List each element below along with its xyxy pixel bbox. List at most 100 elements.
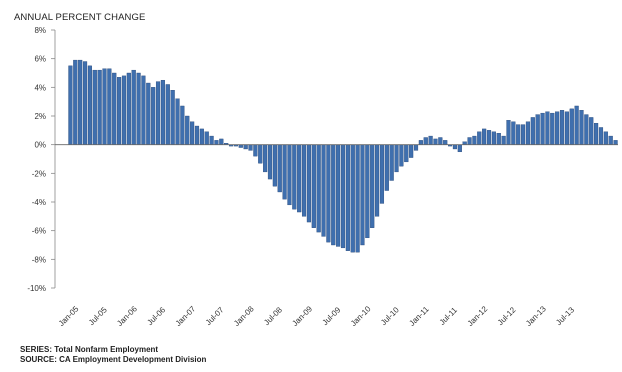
x-tick-label: Jul-05 [87, 305, 109, 327]
x-tick-label: Jan-10 [349, 304, 373, 328]
bar [574, 105, 579, 145]
bar [345, 144, 350, 251]
x-tick-label: Jul-10 [379, 305, 401, 327]
x-tick-label: Jan-12 [466, 304, 490, 328]
bar [569, 108, 574, 145]
x-tick-label: Jan-08 [232, 304, 256, 328]
bar [316, 144, 321, 233]
x-axis-ticks: Jan-05 Jul-05 Jan-06 Jul-06 Jan-07 Jul-07 Jan-… [57, 304, 577, 328]
bar [360, 144, 365, 246]
bar [117, 77, 122, 145]
x-tick-label: Jan-06 [115, 304, 139, 328]
bar [326, 144, 331, 243]
bar [321, 144, 326, 237]
bar [579, 110, 584, 145]
y-tick-label: -4% [32, 198, 46, 207]
bar [550, 112, 555, 145]
bar [467, 137, 472, 145]
y-tick-label: -2% [32, 169, 46, 178]
bar [525, 121, 531, 145]
y-tick-label: -6% [32, 227, 46, 236]
bar [155, 81, 161, 145]
bar [516, 124, 521, 145]
bar [141, 75, 146, 145]
bar [209, 135, 214, 145]
bar [559, 110, 565, 145]
bar [311, 144, 316, 228]
bar [126, 72, 131, 145]
bar [190, 121, 195, 145]
bar [613, 140, 618, 145]
bar [68, 65, 73, 145]
bar [584, 114, 589, 145]
bar [603, 131, 608, 145]
bar [306, 144, 312, 223]
y-tick-label: 4% [34, 83, 46, 92]
bar [301, 144, 307, 217]
x-tick-label: Jul-08 [262, 305, 284, 327]
bar [146, 82, 151, 145]
bar [394, 144, 399, 173]
x-tick-label: Jan-05 [57, 304, 81, 328]
bar [121, 75, 127, 145]
x-tick-label: Jul-07 [204, 305, 226, 327]
bar [253, 144, 258, 157]
bar [248, 144, 253, 151]
bar [374, 144, 380, 217]
bar [238, 144, 243, 148]
bar [355, 144, 360, 253]
bar [433, 138, 438, 145]
y-tick-label: -8% [32, 255, 46, 264]
bar [151, 87, 156, 145]
x-tick-label: Jan-11 [407, 304, 431, 328]
bar [457, 144, 462, 153]
x-tick-label: Jan-13 [524, 304, 548, 328]
bar [263, 144, 268, 173]
bar [107, 68, 112, 145]
bar [292, 144, 297, 210]
bar [477, 131, 482, 145]
bar [73, 59, 78, 145]
bar [82, 61, 88, 145]
bar [175, 98, 180, 145]
bar [521, 124, 526, 145]
bar [491, 131, 496, 145]
bar [389, 144, 394, 181]
bar [170, 90, 175, 145]
y-tick-label: 8% [34, 26, 46, 35]
bar [365, 144, 370, 239]
bar [194, 125, 200, 145]
y-tick-label: 0% [34, 141, 46, 150]
bar [608, 135, 613, 145]
bar [452, 144, 458, 150]
bar [598, 127, 604, 145]
bar [399, 144, 404, 167]
bar [243, 144, 248, 150]
bar [594, 122, 599, 145]
bar [282, 144, 287, 200]
x-tick-label: Jan-09 [290, 304, 314, 328]
bar [370, 144, 375, 228]
bar [78, 59, 83, 145]
bar [185, 115, 190, 145]
bar [589, 117, 594, 145]
y-axis-ticks: 8% 6% 4% 2% 0% -2% -4% -6% -8% -10% [27, 26, 55, 293]
bar [267, 144, 273, 180]
bar [204, 131, 209, 145]
x-tick-label: Jan-07 [174, 304, 198, 328]
bar [379, 144, 385, 204]
bar [423, 137, 428, 145]
bar [340, 144, 346, 249]
x-tick-label: Jul-13 [554, 305, 576, 327]
bar [214, 140, 219, 145]
bar [496, 133, 501, 145]
bar [409, 144, 414, 158]
bar [165, 84, 170, 145]
bar [472, 135, 477, 145]
x-tick-label: Jul-11 [438, 305, 460, 327]
bar [112, 72, 117, 145]
bar [97, 69, 102, 145]
bar [428, 135, 433, 145]
bar [486, 130, 492, 145]
x-tick-label: Jul-09 [321, 305, 343, 327]
